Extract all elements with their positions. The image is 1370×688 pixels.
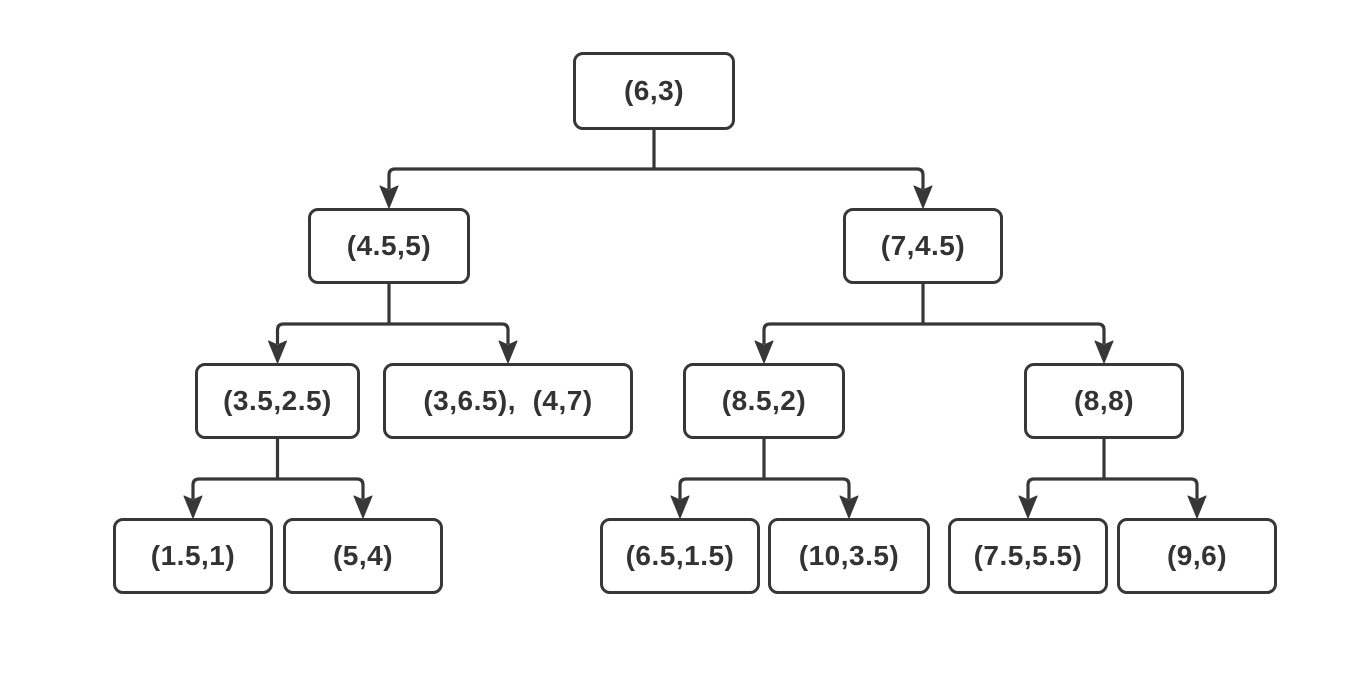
tree-node-1p5-1: (1.5,1) [113, 518, 273, 594]
tree-node-5-4: (5,4) [283, 518, 443, 594]
tree-node-3p5-2p5: (3.5,2.5) [195, 363, 360, 439]
tree-node-7p5-5p5: (7.5,5.5) [948, 518, 1108, 594]
edge-branch-8-8-9-6 [1104, 477, 1199, 499]
arrowhead-icon-1p5-1 [183, 495, 203, 519]
edge-branch-3p5-2p5-1p5-1 [191, 477, 278, 499]
tree-node-8-8: (8,8) [1024, 363, 1184, 439]
tree-node-10-3p5: (10,3.5) [768, 518, 930, 594]
tree-node-6p5-1p5: (6.5,1.5) [600, 518, 760, 594]
edge-branch-4p5-5-3p5-2p5 [275, 322, 389, 344]
edge-branch-8p5-2-6p5-1p5 [678, 477, 764, 499]
edge-branch-3p5-2p5-5-4 [277, 477, 365, 499]
arrowhead-icon-8-8 [1094, 340, 1114, 364]
edge-branch-6-3-7-4p5 [654, 167, 925, 189]
arrowhead-icon-5-4 [353, 495, 373, 519]
arrowhead-icon-3p5-2p5 [268, 340, 287, 364]
arrowhead-icon-7-4p5 [913, 185, 933, 209]
edge-branch-6-3-4p5-5 [387, 167, 654, 189]
edge-branch-4p5-5-3-6p5 [389, 322, 510, 344]
edge-branch-8-8-7p5-5p5 [1026, 477, 1104, 499]
tree-node-7-4p5: (7,4.5) [843, 208, 1003, 284]
arrowhead-icon-10-3p5 [839, 495, 859, 519]
tree-node-8p5-2: (8.5,2) [683, 363, 845, 439]
edge-branch-7-4p5-8-8 [923, 322, 1106, 344]
tree-node-6-3: (6,3) [573, 52, 735, 130]
tree-node-3-6p5: (3,6.5), (4,7) [383, 363, 633, 439]
tree-node-4p5-5: (4.5,5) [308, 208, 470, 284]
arrowhead-icon-8p5-2 [754, 340, 774, 364]
arrowhead-icon-9-6 [1187, 495, 1207, 519]
tree-node-9-6: (9,6) [1117, 518, 1277, 594]
arrowhead-icon-6p5-1p5 [670, 495, 690, 519]
edge-branch-8p5-2-10-3p5 [764, 477, 851, 499]
arrowhead-icon-4p5-5 [379, 185, 399, 209]
arrowhead-icon-3-6p5 [498, 340, 518, 364]
arrowhead-icon-7p5-5p5 [1018, 495, 1038, 519]
edge-branch-7-4p5-8p5-2 [762, 322, 923, 344]
